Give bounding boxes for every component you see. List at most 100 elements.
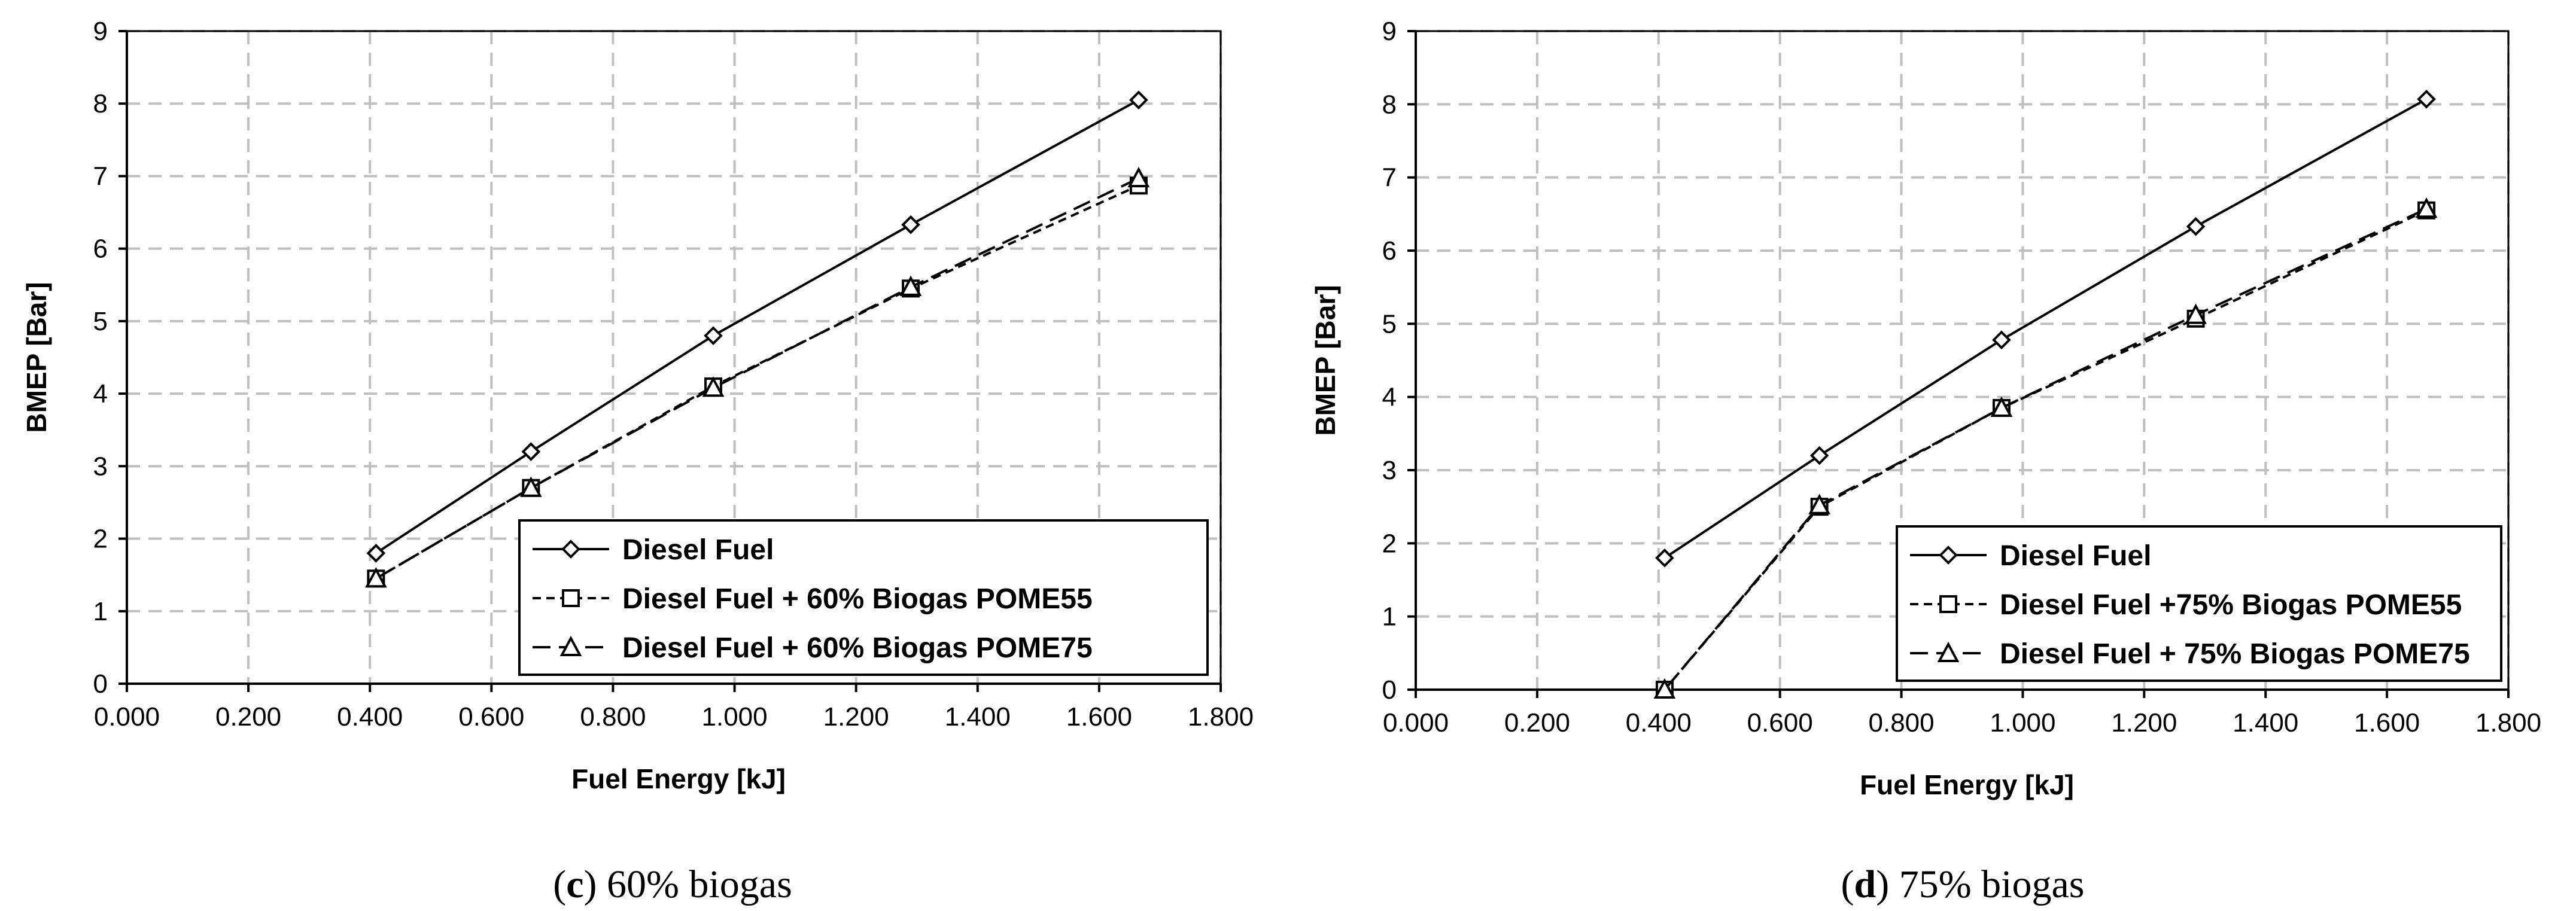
series-3 — [1653, 197, 2438, 699]
y-tick-label: 9 — [1382, 17, 1397, 46]
legend-item: Diesel Fuel + 60% Biogas POME55 — [533, 583, 1093, 615]
x-tick-label: 0.400 — [337, 702, 403, 732]
legend-box — [518, 519, 1209, 676]
x-axis-title: Fuel Energy [kJ] — [571, 763, 786, 794]
data-point — [1653, 678, 1676, 699]
x-tick-label: 0.000 — [94, 702, 160, 732]
x-axis-title: Fuel Energy [kJ] — [1860, 769, 2074, 800]
data-point — [1990, 396, 2013, 418]
x-tick-label: 1.800 — [2475, 708, 2541, 738]
legend-item: Diesel Fuel +75% Biogas POME55 — [1910, 589, 2462, 621]
caption-paren-open: ( — [1841, 863, 1854, 906]
legend-box — [1896, 525, 2502, 682]
legend-marker — [561, 540, 580, 559]
y-tick-label: 7 — [1382, 163, 1397, 193]
y-tick-label: 0 — [1382, 675, 1397, 705]
x-tick-label: 0.400 — [1626, 708, 1692, 738]
data-point — [2415, 197, 2438, 218]
y-tick-label: 8 — [93, 89, 108, 118]
y-tick-label: 1 — [93, 597, 108, 626]
legend-item: Diesel Fuel — [1910, 540, 2151, 572]
caption-paren-close: ) — [584, 863, 607, 906]
data-point — [899, 275, 922, 296]
y-tick-label: 4 — [1382, 383, 1397, 412]
y-tick-label: 5 — [1382, 309, 1397, 339]
data-point — [366, 543, 386, 563]
figure-caption: (c) 60% biogas — [553, 863, 792, 906]
caption-text: 75% biogas — [1899, 863, 2085, 906]
y-tick-label: 6 — [1382, 236, 1397, 266]
y-tick-label: 9 — [93, 17, 108, 46]
y-tick-label: 1 — [1382, 602, 1397, 632]
data-point — [520, 476, 542, 497]
y-axis-title: BMEP [Bar] — [1310, 285, 1341, 435]
x-tick-label: 1.200 — [823, 702, 889, 732]
data-point — [521, 442, 541, 461]
data-point — [365, 566, 387, 588]
legend-label: Diesel Fuel — [622, 534, 774, 566]
legend-marker — [1939, 546, 1958, 565]
x-tick-label: 1.800 — [1188, 702, 1254, 732]
data-point — [1129, 90, 1148, 109]
legend-marker — [1937, 641, 1960, 662]
x-tick-label: 0.200 — [215, 702, 281, 732]
series-line — [1663, 208, 2427, 691]
caption-text: 60% biogas — [607, 863, 792, 906]
x-tick-label: 1.000 — [1990, 708, 2055, 738]
series-1 — [1655, 89, 2436, 568]
y-tick-label: 6 — [93, 234, 108, 264]
data-point — [1655, 548, 1674, 568]
legend: Diesel Fuel Diesel Fuel + 60% Biogas POME… — [518, 519, 1209, 676]
chart-panel-c: 0.000 0.200 0.400 0.600 0.800 1.000 1.200 1.400… — [21, 17, 1254, 906]
data-point — [1809, 446, 1829, 465]
x-tick-label: 0.200 — [1504, 708, 1570, 738]
y-tick-label: 4 — [93, 379, 108, 409]
x-tick-label: 1.600 — [1066, 702, 1132, 732]
x-tick-label: 0.800 — [580, 702, 646, 732]
series-line — [375, 177, 1139, 580]
data-point — [1127, 166, 1150, 188]
y-tick-label: 3 — [1382, 456, 1397, 485]
legend-label: Diesel Fuel + 60% Biogas POME75 — [622, 632, 1093, 664]
y-tick-label: 3 — [93, 452, 108, 481]
legend-marker — [559, 635, 582, 656]
legend-marker — [562, 589, 580, 607]
caption-paren-close: ) — [1876, 863, 1899, 906]
x-tick-label: 0.800 — [1869, 708, 1935, 738]
legend-label: Diesel Fuel + 75% Biogas POME75 — [2000, 638, 2470, 670]
legend-label: Diesel Fuel + 60% Biogas POME55 — [622, 583, 1093, 615]
data-point — [2185, 303, 2207, 324]
x-tick-label: 1.000 — [702, 702, 768, 732]
data-point — [1808, 493, 1830, 514]
legend-label: Diesel Fuel +75% Biogas POME55 — [2000, 589, 2462, 621]
legend-item: Diesel Fuel + 60% Biogas POME75 — [533, 632, 1093, 664]
x-tick-label: 1.600 — [2354, 708, 2420, 738]
chart-panel-d: 0.000 0.200 0.400 0.600 0.800 1.000 1.200 1.400… — [1310, 17, 2541, 906]
legend-item: Diesel Fuel — [533, 534, 774, 566]
data-point — [702, 376, 725, 397]
x-tick-label: 0.600 — [1747, 708, 1813, 738]
data-point — [901, 215, 920, 234]
legend-marker — [1939, 595, 1957, 613]
y-tick-label: 8 — [1382, 90, 1397, 119]
legend-item: Diesel Fuel + 75% Biogas POME75 — [1910, 638, 2470, 670]
y-axis-title: BMEP [Bar] — [21, 282, 52, 432]
legend: Diesel Fuel Diesel Fuel +75% Biogas POME5… — [1896, 525, 2502, 682]
x-tick-label: 0.000 — [1383, 708, 1449, 738]
x-tick-label: 1.400 — [945, 702, 1011, 732]
y-tick-label: 2 — [93, 525, 108, 554]
y-tick-label: 5 — [93, 307, 108, 336]
data-point — [2186, 217, 2206, 236]
y-tick-label: 0 — [93, 669, 108, 699]
y-tick-label: 7 — [93, 162, 108, 191]
y-tick-label: 2 — [1382, 529, 1397, 558]
data-point — [704, 326, 723, 345]
figure-caption: (d) 75% biogas — [1841, 863, 2085, 906]
data-point — [1992, 330, 2011, 350]
series-1 — [366, 90, 1148, 563]
series-3 — [365, 166, 1150, 588]
x-tick-label: 1.400 — [2233, 708, 2298, 738]
caption-letter: d — [1854, 863, 1876, 906]
caption-paren-open: ( — [553, 863, 566, 906]
